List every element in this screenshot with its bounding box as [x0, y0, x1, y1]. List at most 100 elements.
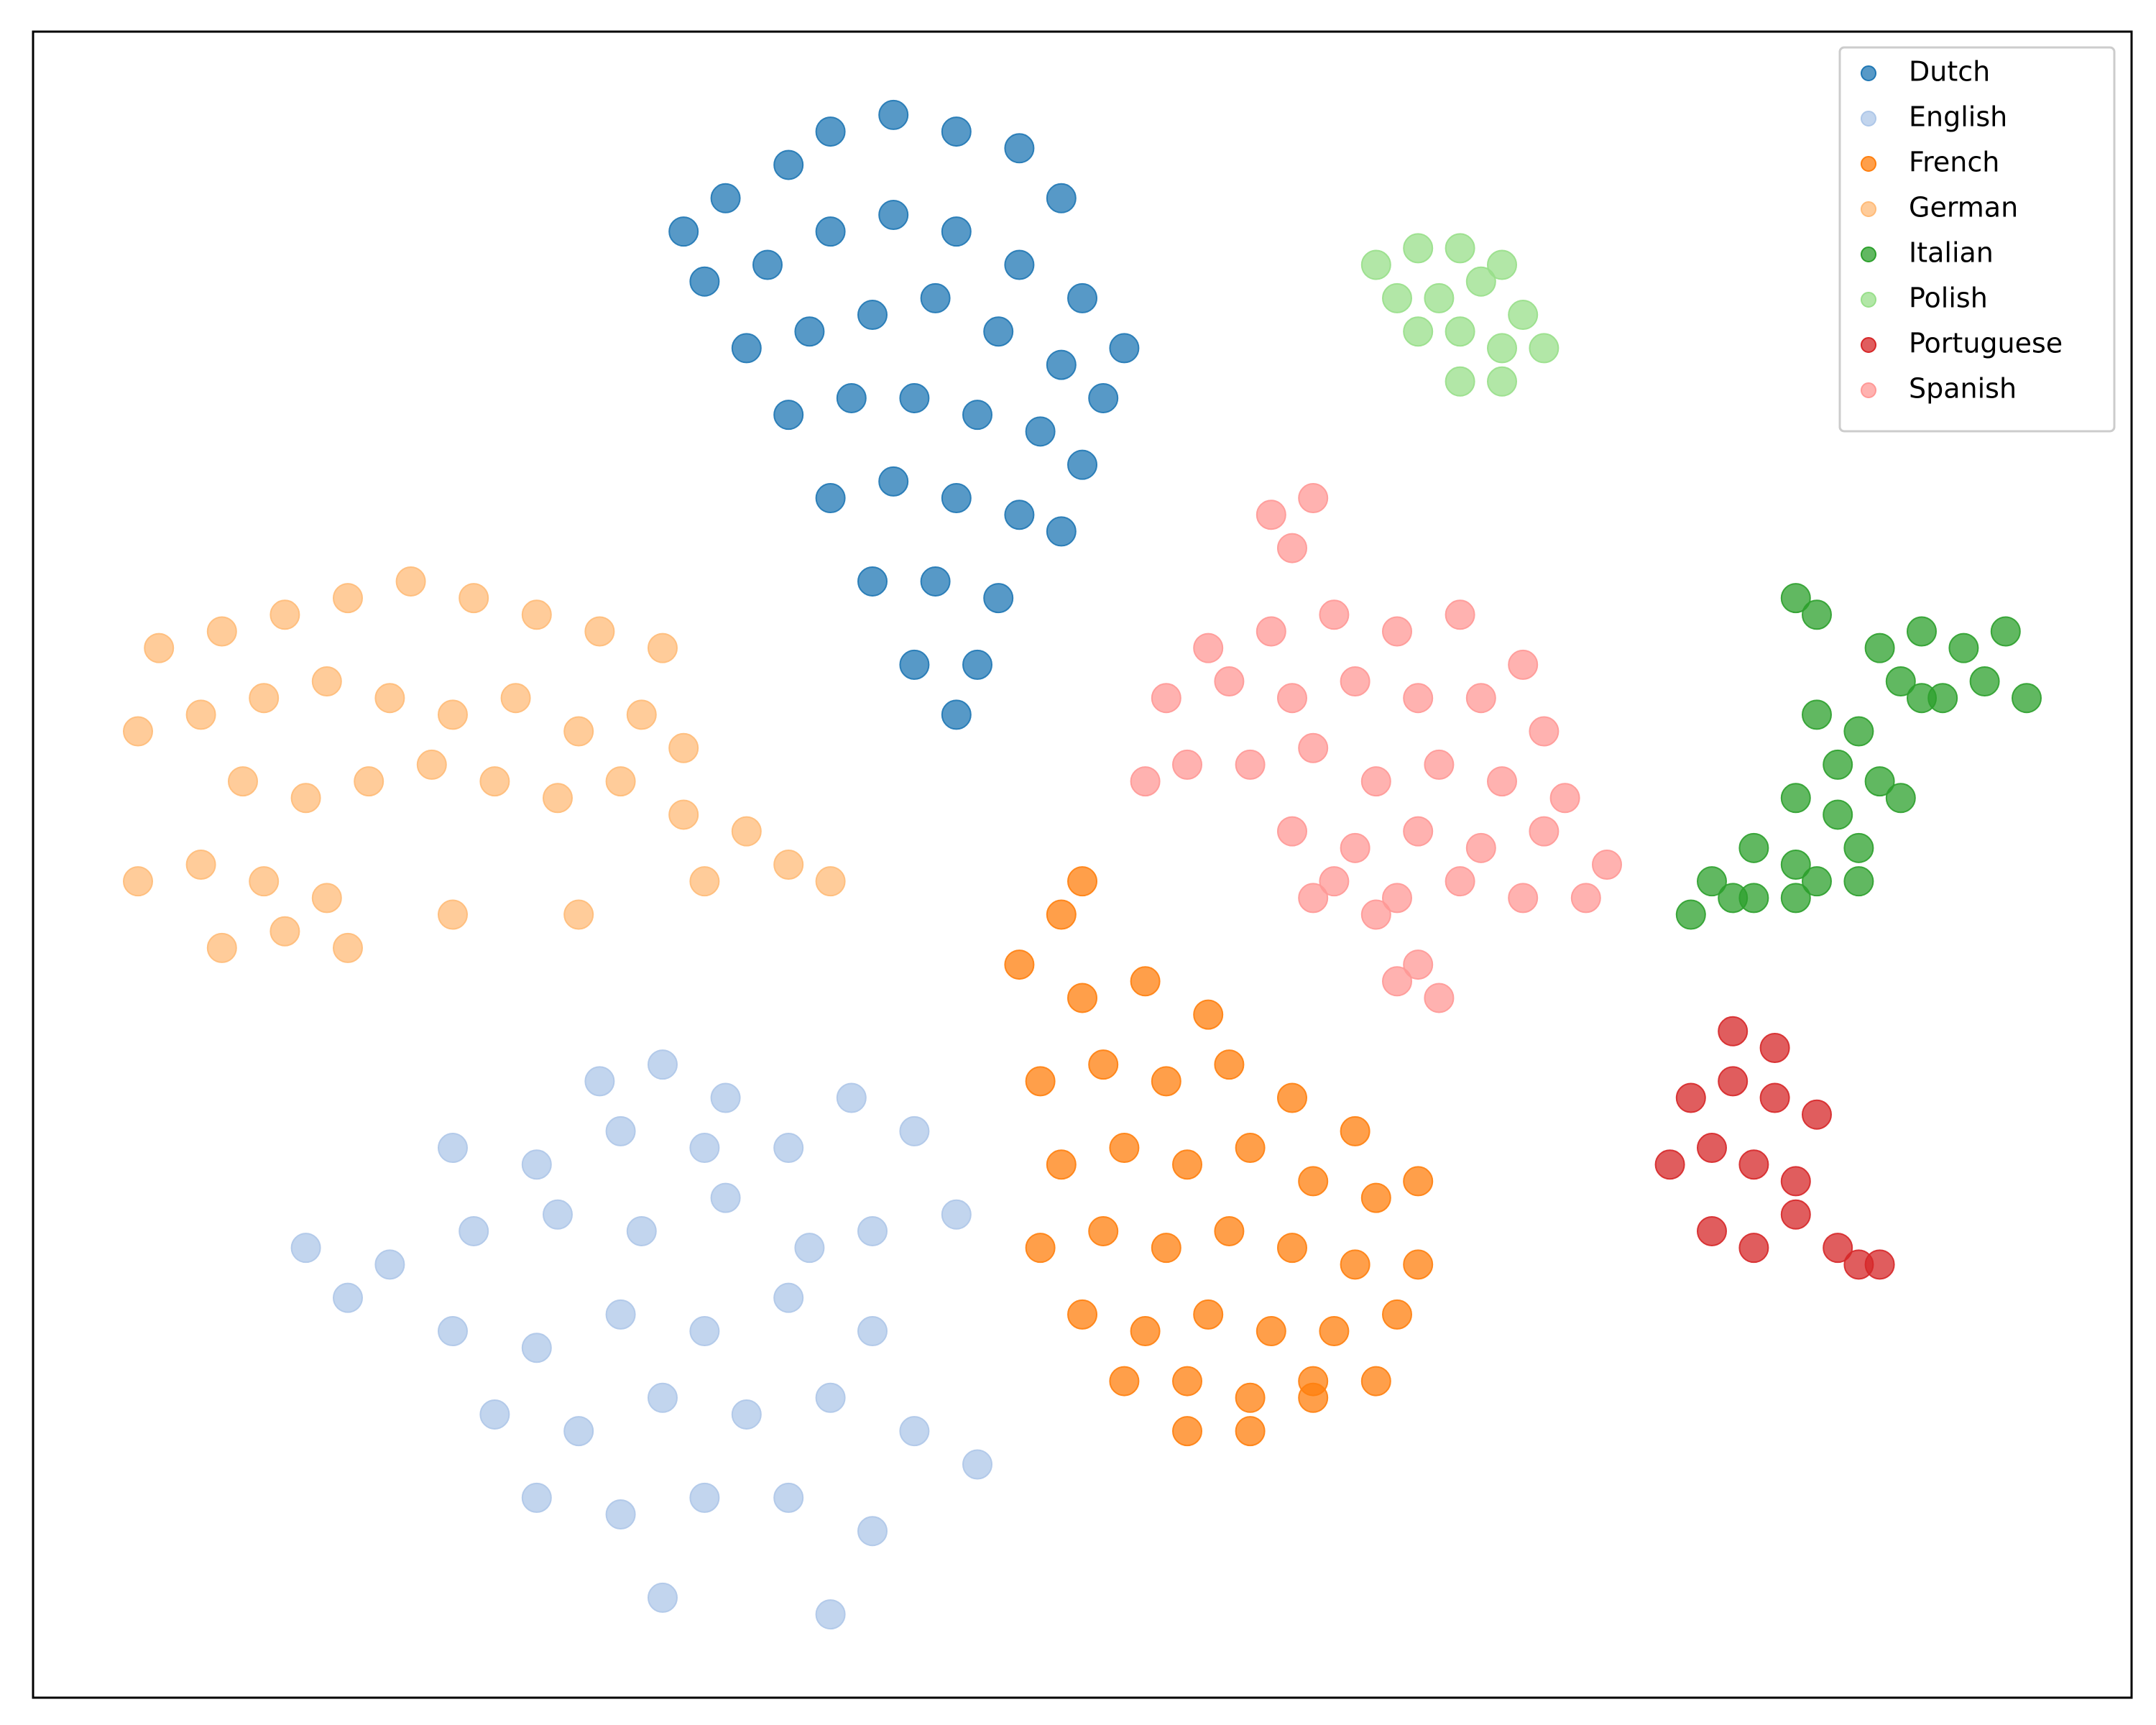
scatter-point [1109, 1133, 1140, 1164]
scatter-point [1214, 1049, 1245, 1080]
scatter-point [689, 1133, 720, 1164]
scatter-point [1487, 333, 1517, 364]
scatter-point [1298, 1382, 1329, 1413]
legend-marker [1861, 111, 1876, 126]
scatter-point [521, 1482, 552, 1513]
scatter-point [941, 699, 972, 730]
scatter-point [1067, 866, 1097, 897]
scatter-point [836, 382, 867, 413]
scatter-point [1319, 599, 1350, 630]
scatter-point [1907, 683, 1937, 714]
legend: Dutch English French German Italian Polish Por… [1838, 46, 2116, 433]
scatter-point [668, 799, 699, 830]
scatter-point [1088, 1215, 1119, 1246]
scatter-point [857, 566, 888, 597]
scatter-point [1067, 983, 1097, 1013]
scatter-point [773, 1133, 804, 1164]
scatter-point [1067, 449, 1097, 480]
scatter-point [1004, 249, 1035, 280]
scatter-point [815, 483, 846, 514]
scatter-point [1277, 1233, 1307, 1264]
scatter-point [563, 716, 594, 747]
scatter-point [438, 899, 468, 930]
scatter-point [668, 216, 699, 247]
scatter-point [794, 1233, 825, 1264]
scatter-point [1529, 333, 1560, 364]
scatter-point [1046, 183, 1077, 213]
scatter-point [1885, 783, 1916, 814]
scatter-point [626, 1215, 657, 1246]
scatter-point [1360, 1182, 1391, 1213]
scatter-point [374, 683, 405, 714]
scatter-point [1445, 316, 1475, 347]
scatter-point [459, 583, 489, 614]
scatter-point [1360, 1366, 1391, 1397]
scatter-point [1004, 500, 1035, 530]
scatter-point [941, 116, 972, 147]
scatter-point [1004, 949, 1035, 980]
scatter-point [1360, 766, 1391, 797]
legend-marker [1861, 337, 1876, 353]
scatter-point [1654, 1149, 1685, 1180]
legend-label: Italian [1909, 237, 1994, 269]
scatter-point [1445, 233, 1475, 264]
scatter-point [1843, 716, 1874, 747]
scatter-point [438, 1316, 468, 1347]
scatter-point [689, 266, 720, 297]
scatter-point [857, 300, 888, 331]
scatter-point [1382, 1299, 1412, 1330]
scatter-point [605, 1499, 636, 1530]
scatter-point [668, 732, 699, 763]
scatter-point [1360, 899, 1391, 930]
scatter-point [815, 866, 846, 897]
scatter-point [1130, 966, 1161, 997]
legend-label: German [1909, 192, 2018, 224]
scatter-point [773, 850, 804, 880]
scatter-point [1403, 683, 1434, 714]
scatter-point [479, 766, 510, 797]
scatter-point [123, 866, 153, 897]
scatter-point [1592, 850, 1622, 880]
scatter-point [290, 1233, 321, 1264]
scatter-point [1675, 899, 1706, 930]
scatter-point [1277, 816, 1307, 847]
scatter-point [962, 649, 992, 680]
scatter-point [1277, 533, 1307, 564]
scatter-point [1046, 1149, 1077, 1180]
scatter-point [1235, 1416, 1266, 1447]
scatter-point [1802, 599, 1832, 630]
scatter-point [1487, 249, 1517, 280]
scatter-point [1759, 1082, 1790, 1113]
scatter-point [1424, 749, 1455, 780]
legend-label: Dutch [1909, 56, 1990, 88]
scatter-point [1718, 883, 1749, 914]
scatter-point [311, 666, 342, 697]
scatter-point [941, 216, 972, 247]
scatter-point [1382, 616, 1412, 647]
scatter-point [1109, 333, 1140, 364]
scatter-point [794, 316, 825, 347]
scatter-point [941, 1199, 972, 1230]
scatter-point [1487, 366, 1517, 397]
scatter-point [1360, 249, 1391, 280]
scatter-point [1780, 783, 1811, 814]
legend-box [1838, 46, 2116, 433]
scatter-point [1298, 883, 1329, 914]
scatter-point [395, 566, 426, 597]
scatter-point [878, 199, 909, 230]
scatter-point [543, 783, 573, 814]
scatter-point [1843, 832, 1874, 863]
scatter-point [1445, 599, 1475, 630]
scatter-point [1340, 666, 1370, 697]
scatter-point [459, 1215, 489, 1246]
scatter-point [648, 632, 678, 663]
legend-marker [1861, 201, 1876, 217]
scatter-point [815, 1382, 846, 1413]
scatter-point [1780, 583, 1811, 614]
scatter-point [1465, 683, 1496, 714]
scatter-point [710, 183, 741, 213]
scatter-point [1277, 683, 1307, 714]
scatter-point [941, 483, 972, 514]
scatter-point [1319, 866, 1350, 897]
